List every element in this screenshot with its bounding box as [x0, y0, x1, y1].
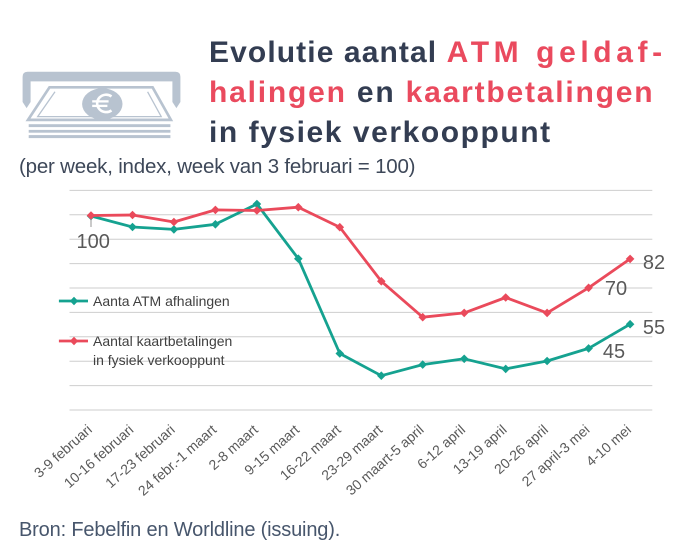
svg-text:82: 82	[643, 252, 665, 274]
svg-text:Aantal kaartbetalingen: Aantal kaartbetalingen	[93, 333, 232, 349]
svg-text:45: 45	[603, 341, 625, 363]
svg-text:55: 55	[643, 317, 665, 339]
svg-text:70: 70	[605, 278, 627, 300]
svg-text:in fysiek verkooppunt: in fysiek verkooppunt	[93, 352, 225, 368]
svg-text:Aanta ATM afhalingen: Aanta ATM afhalingen	[93, 293, 230, 309]
svg-text:100: 100	[77, 231, 110, 253]
svg-text:4-10 mei: 4-10 mei	[583, 421, 634, 469]
